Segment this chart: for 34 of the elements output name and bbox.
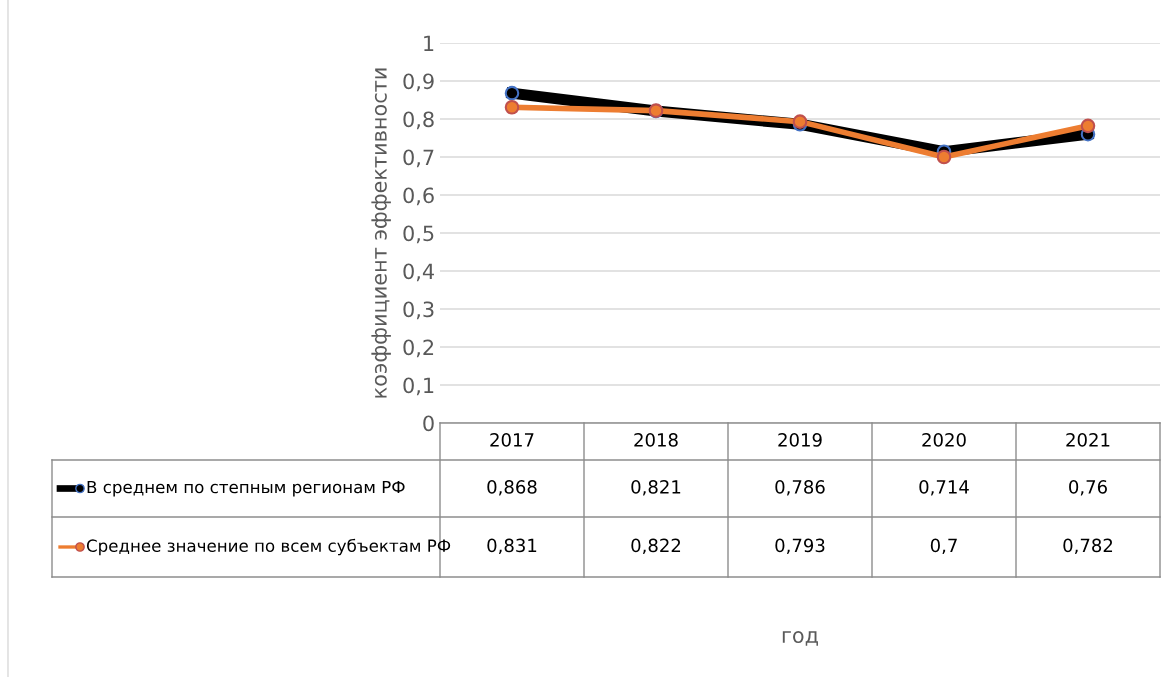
data-label: 0,831 <box>487 538 537 555</box>
y-tick-label: 0,3 <box>403 301 434 320</box>
y-tick-label: 0,1 <box>403 377 434 396</box>
legend-label: В среднем по степным регионам РФ <box>87 480 405 497</box>
point <box>504 85 520 101</box>
point <box>936 149 952 165</box>
data-label: 0,793 <box>775 538 825 555</box>
data-label: 0,868 <box>487 480 537 496</box>
y-tick-label: 0,4 <box>403 263 434 282</box>
point <box>1080 118 1096 134</box>
y-tick-label: 0,5 <box>403 225 434 244</box>
x-tick-label: 2020 <box>922 433 966 447</box>
legend-label: Среднее значение по всем субъектам РФ <box>86 538 451 556</box>
data-label: 0,714 <box>919 480 969 496</box>
data-label: 0,76 <box>1069 480 1107 496</box>
data-label: 0,821 <box>631 480 681 496</box>
text: год <box>782 631 818 646</box>
y-tick-label: 1 <box>424 35 434 51</box>
y-tick-label: 0,9 <box>403 73 434 92</box>
data-label: 0,786 <box>775 480 825 496</box>
x-tick-label: 2018 <box>634 433 678 447</box>
y-tick-label: 0,2 <box>403 339 434 358</box>
x-tick-label: 2017 <box>490 433 534 447</box>
point <box>504 99 520 115</box>
y-tick-label: 0 <box>423 415 434 432</box>
y-tick-label: 0,6 <box>403 187 434 206</box>
y-axis-title: коэффициент эффективности <box>371 68 391 398</box>
x-tick-label: 2021 <box>1066 433 1110 447</box>
data-label: 0,822 <box>631 538 681 555</box>
x-tick-label: 2019 <box>778 433 822 447</box>
data-label: 0,782 <box>1063 538 1113 555</box>
y-tick-label: 0,7 <box>403 149 434 168</box>
data-label: 0,7 <box>930 538 957 555</box>
y-tick-label: 0,8 <box>403 111 434 130</box>
